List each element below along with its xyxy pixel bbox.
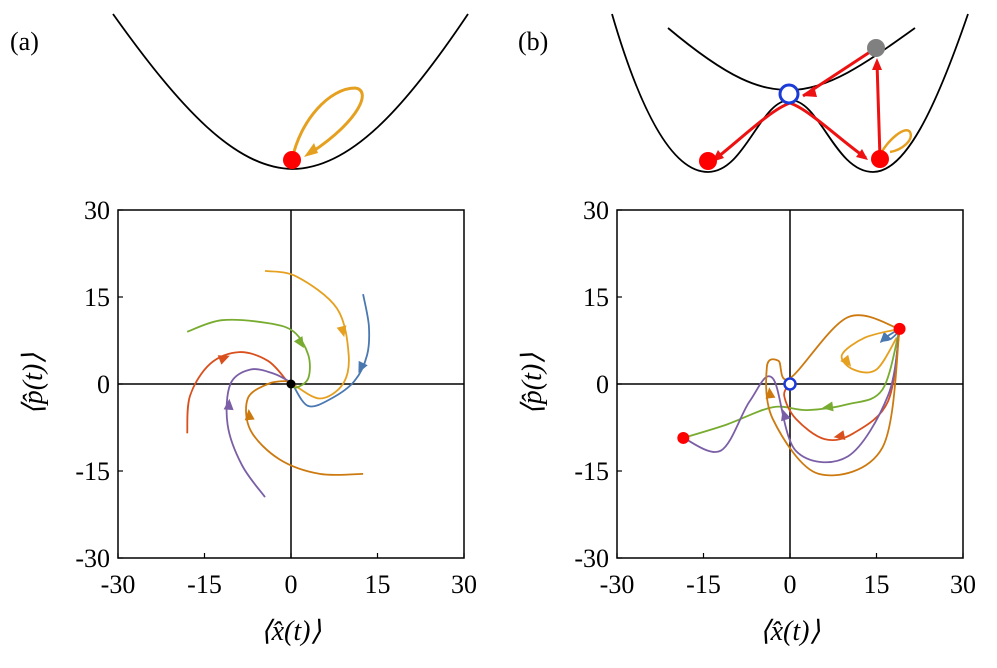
- potential-sketch-b: [611, 13, 969, 173]
- fixed-point-marker: [893, 322, 906, 335]
- trajectory-line: [264, 270, 350, 400]
- trajectory-line: [682, 328, 901, 464]
- y-tick-label: -15: [574, 457, 609, 486]
- x-tick-label: 15: [365, 570, 391, 599]
- x-tick-label: 30: [451, 570, 477, 599]
- trajectory-arrowhead: [833, 430, 846, 440]
- x-axis-label-a: ⟨x̂(t)⟩: [261, 616, 322, 647]
- y-tick-label: -15: [75, 457, 110, 486]
- trajectory-arrowhead: [358, 360, 368, 373]
- red-path-left: [713, 101, 791, 162]
- trajectory-arrowhead: [822, 401, 834, 412]
- trajectory-arrowhead: [223, 398, 234, 411]
- red-path-top: [802, 46, 877, 98]
- panel-label-a: (a): [10, 27, 39, 56]
- trajectory-arrowhead: [244, 409, 255, 421]
- blue-ring-saddle: [778, 83, 800, 105]
- panel-label-b: (b): [518, 27, 548, 56]
- y-tick-label: 15: [583, 283, 609, 312]
- potential-sketch-a: [112, 13, 469, 170]
- x-tick-label: 15: [864, 570, 890, 599]
- x-tick-label: 0: [784, 570, 797, 599]
- trajectory-line: [225, 368, 293, 498]
- phase-portrait-b: -30 -15 0 15 30 30 15 0 -15 -30 ⟨x̂(t)⟩ ⟨p̂(t)⟩: [517, 196, 976, 647]
- trajectory-line: [292, 293, 371, 408]
- red-arrowhead-2: [872, 58, 882, 70]
- y-tick-label: 0: [97, 370, 110, 399]
- x-tick-label: -30: [101, 570, 136, 599]
- y-tick-label: -30: [75, 544, 110, 573]
- trajectory-arrowhead: [336, 325, 347, 338]
- y-tick-label: 30: [583, 196, 609, 225]
- trajectory-arrowhead: [879, 331, 892, 343]
- trajectory-line: [683, 328, 901, 439]
- red-arrowhead-1: [803, 86, 817, 97]
- x-tick-label: -15: [686, 570, 721, 599]
- red-ball-right: [871, 150, 889, 168]
- series-group-a: [186, 270, 371, 498]
- trajectory-line: [186, 351, 289, 434]
- y-axis-label-a: ⟨p̂(t)⟩: [18, 353, 49, 415]
- x-tick-label: -30: [600, 570, 635, 599]
- saddle-point-marker: [783, 377, 797, 391]
- y-tick-label: 15: [84, 283, 110, 312]
- phase-portrait-a: -30 -15 0 15 30 30 15 0 -15 -30 ⟨x̂(t)⟩ ⟨p̂(t)⟩: [18, 196, 477, 647]
- trajectory-line: [765, 314, 901, 477]
- trajectory-arrowhead: [217, 355, 230, 365]
- y-tick-label: 0: [596, 370, 609, 399]
- trajectory-arrowhead: [293, 336, 304, 349]
- red-path-right: [789, 101, 867, 160]
- trajectory-arrowhead: [781, 409, 791, 422]
- trajectory-line: [783, 328, 901, 441]
- x-tick-label: -15: [187, 570, 222, 599]
- single-well-curve: [112, 13, 469, 170]
- series-group-b: [677, 314, 906, 477]
- red-path-vertical: [875, 61, 882, 159]
- x-axis-label-b: ⟨x̂(t)⟩: [760, 616, 821, 647]
- tick-labels-a: -30 -15 0 15 30 30 15 0 -15 -30: [75, 196, 477, 599]
- red-ball-a: [283, 151, 301, 169]
- trajectory-line: [245, 380, 364, 476]
- gray-ball: [867, 39, 885, 57]
- tick-labels-b: -30 -15 0 15 30 30 15 0 -15 -30: [574, 196, 976, 599]
- red-ball-left: [699, 152, 717, 170]
- trajectory-arrowhead: [840, 354, 852, 367]
- y-tick-label: -30: [574, 544, 609, 573]
- orange-loop-arrowhead: [304, 143, 318, 157]
- y-tick-label: 30: [84, 196, 110, 225]
- fixed-point-marker: [677, 431, 690, 444]
- y-axis-label-b: ⟨p̂(t)⟩: [517, 353, 548, 415]
- orange-loop-a: [290, 86, 364, 161]
- fixed-point-marker: [286, 379, 296, 389]
- x-tick-label: 0: [285, 570, 298, 599]
- red-arrowhead-4: [856, 149, 868, 160]
- orange-loop-b: [878, 129, 913, 156]
- trajectory-arrowhead: [765, 387, 776, 399]
- x-tick-label: 30: [950, 570, 976, 599]
